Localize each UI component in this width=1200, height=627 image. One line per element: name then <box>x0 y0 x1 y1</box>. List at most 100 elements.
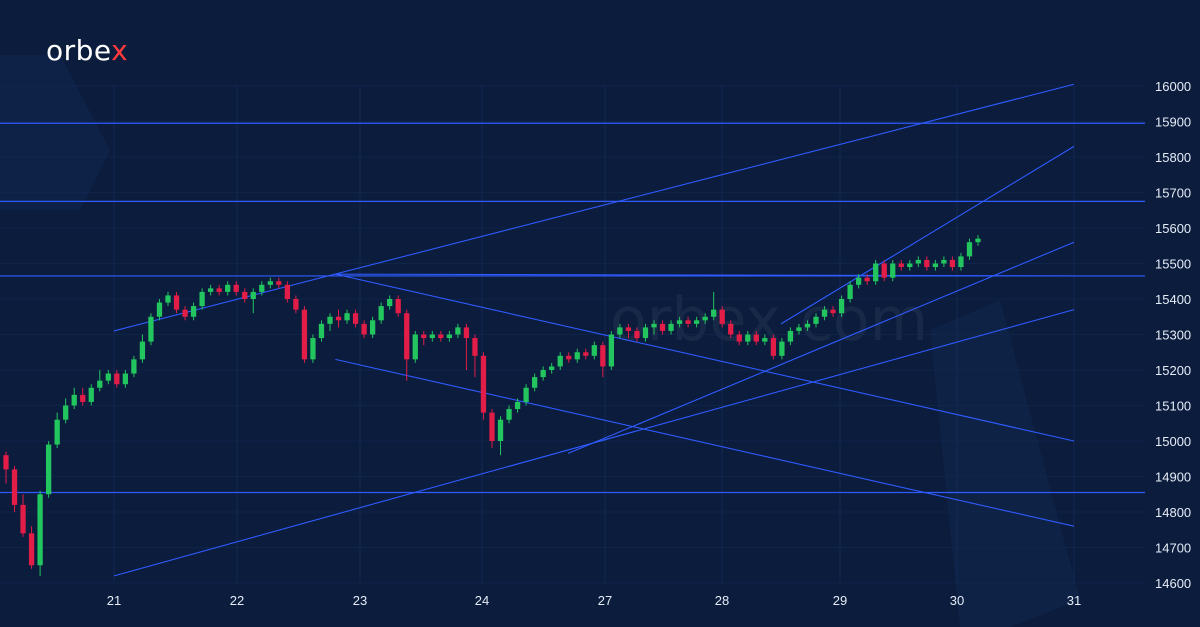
candle-up <box>796 327 802 331</box>
candle-up <box>139 341 146 360</box>
candle-up <box>259 284 265 292</box>
candle-up <box>190 306 197 317</box>
candle-up <box>165 295 171 303</box>
trend-line <box>567 241 1075 454</box>
candle-down <box>242 291 248 299</box>
y-tick-label: 15400 <box>1155 292 1191 307</box>
candle-up <box>378 306 384 321</box>
candle-down <box>28 533 35 566</box>
candle-down <box>11 469 18 505</box>
background-decoration: orbex.com <box>0 55 1080 627</box>
candle-up <box>907 263 913 268</box>
candle-down <box>3 455 9 470</box>
candle-down <box>463 327 470 339</box>
candle-up <box>54 419 60 445</box>
candle-down <box>728 323 734 335</box>
y-axis: 14600 14700 14800 14900 15000 15100 15200 15300… <box>1155 79 1191 591</box>
candle-up <box>941 259 947 264</box>
candle-down <box>736 334 742 342</box>
candle-down <box>80 394 86 402</box>
candle-up <box>779 341 785 356</box>
y-tick-label: 14900 <box>1155 470 1191 485</box>
candle-down <box>864 277 870 282</box>
candle-down <box>659 323 666 331</box>
trend-line <box>780 145 1075 325</box>
shard-decoration <box>930 300 1080 627</box>
candle-up <box>958 256 964 268</box>
candle-up <box>890 263 896 278</box>
y-tick-label: 14600 <box>1155 576 1191 591</box>
x-tick-label: 27 <box>598 593 612 608</box>
candle-up <box>429 334 435 339</box>
trend-line <box>113 309 1075 577</box>
trend-line <box>335 273 1075 442</box>
candle-up <box>318 323 325 339</box>
y-tick-label: 16000 <box>1155 79 1191 94</box>
candle-down <box>753 334 759 342</box>
y-tick-label: 15500 <box>1155 257 1191 272</box>
candle-up <box>63 405 69 420</box>
candle-up <box>702 316 708 321</box>
trend-line <box>335 273 1075 277</box>
candle-up <box>387 299 393 307</box>
candle-up <box>105 373 111 381</box>
candle-down <box>182 309 188 317</box>
candle-up <box>838 299 845 314</box>
candle-down <box>472 338 478 356</box>
candle-down <box>770 338 777 356</box>
candle-down <box>173 295 180 310</box>
chevron-decoration <box>0 55 110 210</box>
candle-down <box>600 345 606 367</box>
candle-up <box>549 366 555 370</box>
logo-text: orbex <box>46 34 129 67</box>
x-tick-label: 29 <box>833 593 847 608</box>
x-tick-label: 28 <box>715 593 729 608</box>
candle-up <box>45 444 52 495</box>
watermark-text: orbex.com <box>610 285 928 355</box>
candle-down <box>301 309 308 360</box>
candle-down <box>114 373 120 385</box>
candle-down <box>881 263 887 278</box>
candle-up <box>37 494 43 566</box>
candle-up <box>131 359 137 374</box>
x-tick-label: 30 <box>950 593 964 608</box>
candle-up <box>523 387 529 402</box>
candle-up <box>821 309 828 317</box>
candle-up <box>762 338 768 342</box>
candle-up <box>369 320 376 335</box>
trend-line <box>113 83 1075 332</box>
candle-up <box>446 334 453 339</box>
candle-up <box>855 277 862 285</box>
candle-down <box>276 281 282 285</box>
candle-down <box>566 355 572 360</box>
candle-up <box>847 284 853 299</box>
y-tick-label: 15800 <box>1155 150 1191 165</box>
candle-down <box>634 330 640 339</box>
candle-up <box>711 309 717 317</box>
x-tick-label: 23 <box>353 593 367 608</box>
candle-up <box>617 327 623 335</box>
candle-down <box>438 334 444 339</box>
candle-up <box>591 345 597 356</box>
candle-down <box>830 309 836 314</box>
candle-down <box>216 288 222 292</box>
candle-up <box>651 323 657 328</box>
candle-up <box>915 259 921 264</box>
candle-down <box>480 355 487 413</box>
candle-down <box>335 316 342 321</box>
y-tick-label: 15600 <box>1155 221 1191 236</box>
candle-down <box>284 284 291 299</box>
y-tick-label: 15300 <box>1155 328 1191 343</box>
x-tick-label: 21 <box>107 593 121 608</box>
candle-up <box>932 263 939 268</box>
candle-up <box>506 409 512 420</box>
candle-up <box>497 419 504 441</box>
candle-up <box>668 323 674 331</box>
candle-down <box>20 504 26 534</box>
candle-up <box>540 370 546 378</box>
orbex-logo: orbex <box>46 34 128 67</box>
grid-lines <box>0 85 1145 584</box>
candle-down <box>583 352 589 356</box>
x-tick-label: 22 <box>230 593 244 608</box>
